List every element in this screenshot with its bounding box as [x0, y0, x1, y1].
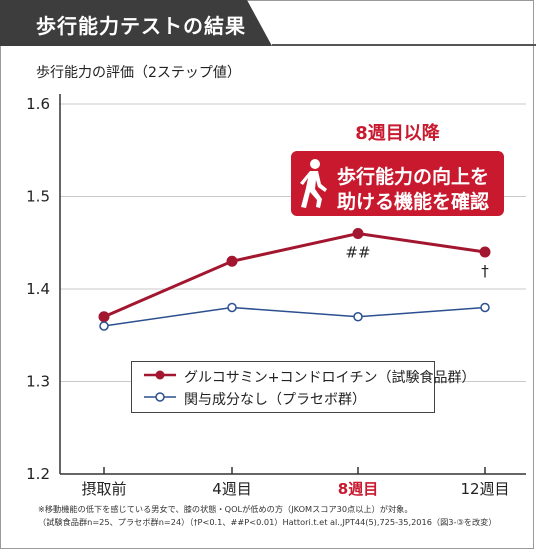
- legend-label-placebo: 関与成分なし（プラセボ群）: [184, 392, 366, 408]
- header-bar: 歩行能力テストの結果: [0, 0, 536, 46]
- callout-heading: 8週目以降: [355, 123, 440, 144]
- x-tick-label: 4週目: [212, 480, 252, 498]
- data-point-test-food: [479, 246, 491, 258]
- legend-swatch-test-food: [144, 370, 176, 380]
- x-tick-label: 12週目: [460, 480, 509, 498]
- axis-layer: [59, 94, 526, 475]
- data-point-placebo: [353, 312, 363, 322]
- data-point-placebo: [227, 302, 237, 313]
- series-layer: [98, 228, 491, 331]
- data-point-placebo: [99, 321, 109, 331]
- legend-item-placebo: 関与成分なし（プラセボ群）: [132, 387, 434, 409]
- significance-annotation: ##: [345, 244, 370, 262]
- label-layer: 1.6 1.5 1.4 1.3 1.2 摂取前 4週目 8週目 12週目 ## †: [26, 95, 509, 498]
- series-line-placebo: [103, 306, 486, 327]
- grid-layer: [60, 103, 526, 382]
- legend-item-test-food: グルコサミン+コンドロイチン（試験食品群）: [132, 365, 475, 387]
- y-tick-label: 1.6: [26, 95, 50, 113]
- data-point-test-food: [226, 255, 238, 267]
- y-tick-label: 1.3: [26, 373, 50, 391]
- callout-box: [291, 151, 504, 216]
- footnote-line-2: （試験食品群n=25、プラセボ群n=24）（†P<0.1、##P<0.01）Ha…: [38, 517, 497, 527]
- data-point-test-food: [98, 311, 110, 323]
- walking-person-icon: [300, 159, 327, 208]
- header-background: [0, 0, 536, 46]
- page-title: 歩行能力テストの結果: [36, 14, 246, 38]
- y-tick-label: 1.4: [26, 280, 50, 298]
- legend-swatch-placebo: [144, 392, 176, 402]
- footnote-line-1: ※移動機能の低下を感じている男女で、膝の状態・QOLが低めの方（JKOMスコア3…: [38, 504, 413, 514]
- series-line-test-food: [103, 231, 486, 319]
- callout-line-2: 助ける機能を確認: [337, 191, 490, 213]
- x-tick-label: 8週目: [338, 480, 378, 498]
- x-tick-label: 摂取前: [81, 480, 126, 498]
- data-point-test-food: [352, 228, 364, 239]
- chart-legend: グルコサミン+コンドロイチン（試験食品群） 関与成分なし（プラセボ群）: [131, 361, 475, 413]
- data-point-placebo: [480, 302, 490, 313]
- y-tick-label: 1.2: [26, 465, 50, 483]
- significance-annotation: †: [481, 262, 489, 280]
- y-axis-title: 歩行能力の評価（2ステップ値）: [36, 65, 241, 81]
- callout-line-1: 歩行能力の向上を: [337, 166, 490, 188]
- y-tick-label: 1.5: [26, 188, 50, 206]
- legend-label-test-food: グルコサミン+コンドロイチン（試験食品群）: [184, 370, 476, 386]
